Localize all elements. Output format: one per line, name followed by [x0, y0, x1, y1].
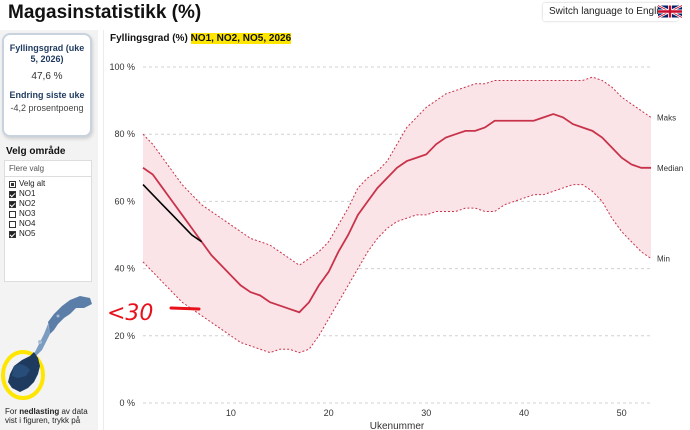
- kpi-card: Fyllingsgrad (uke 5, 2026) 47,6 % Endrin…: [2, 33, 92, 137]
- area-option-no3[interactable]: NO3: [5, 209, 91, 219]
- chart-title-highlight: NO1, NO2, NO5, 2026: [190, 33, 292, 44]
- kpi-heading: Fyllingsgrad (uke 5, 2026): [9, 43, 85, 64]
- slicer-mode: Flere valg: [5, 161, 91, 177]
- kpi-change-label: Endring siste uke: [9, 90, 85, 100]
- page-title: Magasinstatistikk (%): [8, 2, 202, 23]
- annotation-text: <30: [107, 301, 153, 326]
- annotation-arrow: [169, 306, 201, 311]
- x-tick-label: 20: [324, 408, 334, 418]
- uk-flag-icon[interactable]: [658, 4, 682, 19]
- fyllingsgrad-chart: 0 % 20 % 40 % 60 % 80 % 100 % 10 20 30 40 50 Ukenum…: [107, 62, 683, 430]
- y-tick-label: 40 %: [114, 264, 135, 274]
- area-option-label: Velg alt: [19, 179, 46, 188]
- area-option-label: NO5: [19, 229, 36, 238]
- norway-map-icon[interactable]: [0, 294, 98, 404]
- min-max-band: [143, 77, 651, 353]
- area-slicer-title: Velg område: [6, 146, 66, 157]
- y-tick-label: 100 %: [109, 62, 135, 72]
- switch-language-button[interactable]: Switch language to English:: [543, 3, 678, 21]
- chart-title-prefix: Fyllingsgrad (%): [110, 33, 191, 44]
- area-option-label: NO4: [19, 219, 36, 228]
- min-label: Min: [657, 255, 670, 264]
- kpi-value: 47,6 %: [31, 71, 63, 82]
- download-link[interactable]: nedlasting: [19, 407, 60, 416]
- max-line: [142, 76, 652, 266]
- max-label: Maks: [657, 113, 676, 122]
- kpi-change-value: -4,2 prosentpoeng: [10, 103, 84, 113]
- download-text: For nedlasting av data vist i figuren, t…: [5, 407, 95, 425]
- checkbox[interactable]: [9, 180, 16, 188]
- chart-title: Fyllingsgrad (%) NO1, NO2, NO5, 2026: [110, 33, 292, 44]
- download-text-before: For: [5, 407, 20, 416]
- x-tick-label: 30: [421, 408, 431, 418]
- area-slicer: Flere valg Velg alt NO1 NO2 NO3 NO4 NO5: [4, 160, 92, 282]
- y-tick-label: 80 %: [114, 129, 135, 139]
- x-tick-label: 40: [519, 408, 529, 418]
- checkbox[interactable]: [9, 220, 16, 228]
- x-tick-label: 10: [226, 408, 236, 418]
- area-option-label: NO1: [19, 189, 36, 198]
- area-option-no4[interactable]: NO4: [5, 219, 91, 229]
- checkbox[interactable]: [9, 200, 16, 208]
- area-option-no1[interactable]: NO1: [5, 189, 91, 199]
- checkbox[interactable]: [9, 190, 16, 198]
- area-option-label: NO2: [19, 199, 36, 208]
- area-option-label: NO3: [19, 209, 36, 218]
- area-option-velg-alt[interactable]: Velg alt: [5, 179, 91, 189]
- x-axis-label: Ukenummer: [370, 421, 425, 430]
- median-label: Median: [657, 164, 683, 173]
- area-option-no2[interactable]: NO2: [5, 199, 91, 209]
- y-tick-label: 60 %: [114, 196, 135, 206]
- current-year-line: [142, 184, 203, 243]
- area-option-no5[interactable]: NO5: [5, 229, 91, 239]
- min-line: [142, 184, 652, 354]
- x-tick-label: 50: [617, 408, 627, 418]
- checkbox[interactable]: [9, 210, 16, 218]
- download-text-after: av data vist i figuren, trykk på: [5, 407, 88, 425]
- y-tick-label: 20 %: [114, 331, 135, 341]
- median-line: [142, 113, 651, 314]
- checkbox[interactable]: [9, 230, 16, 238]
- y-tick-label: 0 %: [119, 398, 135, 408]
